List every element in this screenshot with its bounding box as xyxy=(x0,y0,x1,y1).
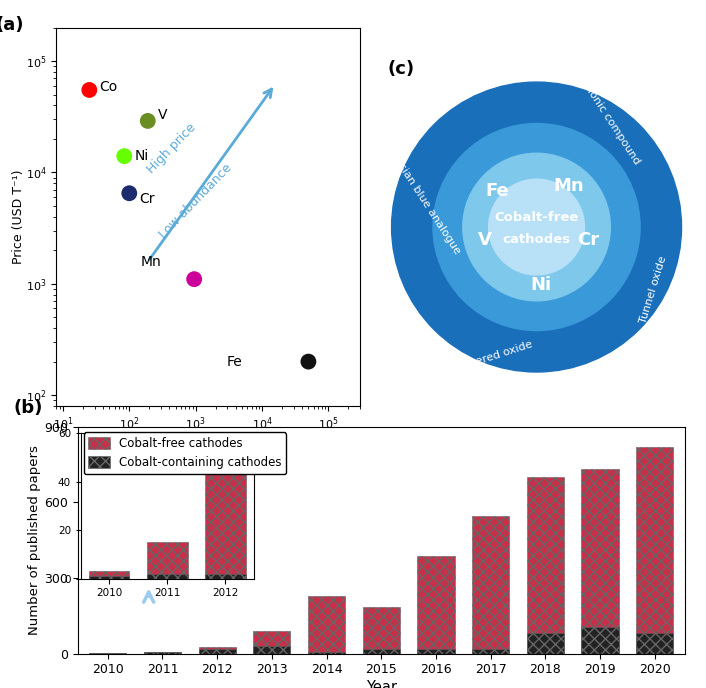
Text: Co: Co xyxy=(100,80,117,94)
Point xyxy=(142,116,153,127)
Circle shape xyxy=(392,82,681,372)
Bar xyxy=(582,627,618,654)
Bar xyxy=(582,469,618,654)
Text: V: V xyxy=(478,231,491,249)
Text: Cr: Cr xyxy=(139,192,155,206)
Circle shape xyxy=(433,123,640,331)
Bar xyxy=(253,646,290,654)
Bar xyxy=(198,647,236,654)
Text: cathodes: cathodes xyxy=(503,233,570,246)
Text: Prussian blue analogue: Prussian blue analogue xyxy=(383,141,462,256)
Bar xyxy=(308,596,345,654)
Text: Mn: Mn xyxy=(554,177,585,195)
Text: Layered oxide: Layered oxide xyxy=(456,340,534,374)
Bar xyxy=(144,652,181,654)
Circle shape xyxy=(463,153,610,301)
Bar xyxy=(636,634,674,654)
Text: Cobalt-free: Cobalt-free xyxy=(494,211,579,224)
Bar xyxy=(527,634,564,654)
Bar xyxy=(363,607,400,654)
Point xyxy=(303,356,314,367)
Text: Low abundance: Low abundance xyxy=(157,162,235,241)
Bar xyxy=(636,447,674,654)
Bar xyxy=(417,557,455,654)
Text: Tunnel oxide: Tunnel oxide xyxy=(638,255,668,324)
Point xyxy=(124,188,135,199)
Y-axis label: Number of published papers: Number of published papers xyxy=(28,445,41,635)
Text: Cr: Cr xyxy=(578,231,599,249)
Text: V: V xyxy=(157,108,167,122)
Bar xyxy=(417,649,455,654)
Bar xyxy=(363,649,400,654)
Bar xyxy=(144,652,181,654)
Circle shape xyxy=(489,179,585,275)
Bar xyxy=(472,516,509,654)
Text: Fe: Fe xyxy=(227,354,242,369)
Text: Mn: Mn xyxy=(140,255,161,270)
Point xyxy=(189,274,200,285)
Bar xyxy=(472,649,509,654)
Text: (b): (b) xyxy=(14,399,43,418)
Point xyxy=(119,151,130,162)
Bar xyxy=(308,652,345,654)
Text: High price: High price xyxy=(145,121,199,176)
X-axis label: Year: Year xyxy=(366,680,397,688)
Bar xyxy=(89,653,126,654)
Bar xyxy=(253,631,290,654)
Legend: Cobalt-free cathodes, Cobalt-containing cathodes: Cobalt-free cathodes, Cobalt-containing … xyxy=(83,433,286,474)
X-axis label: Abundance in curst (ppm): Abundance in curst (ppm) xyxy=(127,435,289,448)
Y-axis label: Price (USD T⁻¹): Price (USD T⁻¹) xyxy=(11,169,25,264)
Text: Polyanionic compound: Polyanionic compound xyxy=(566,55,642,166)
Text: (c): (c) xyxy=(388,61,415,78)
Text: (a): (a) xyxy=(0,16,24,34)
Point xyxy=(84,85,95,96)
Bar xyxy=(527,477,564,654)
Text: Ni: Ni xyxy=(530,277,551,294)
Text: Ni: Ni xyxy=(134,149,148,163)
Bar xyxy=(198,649,236,654)
Text: Fe: Fe xyxy=(486,182,510,200)
